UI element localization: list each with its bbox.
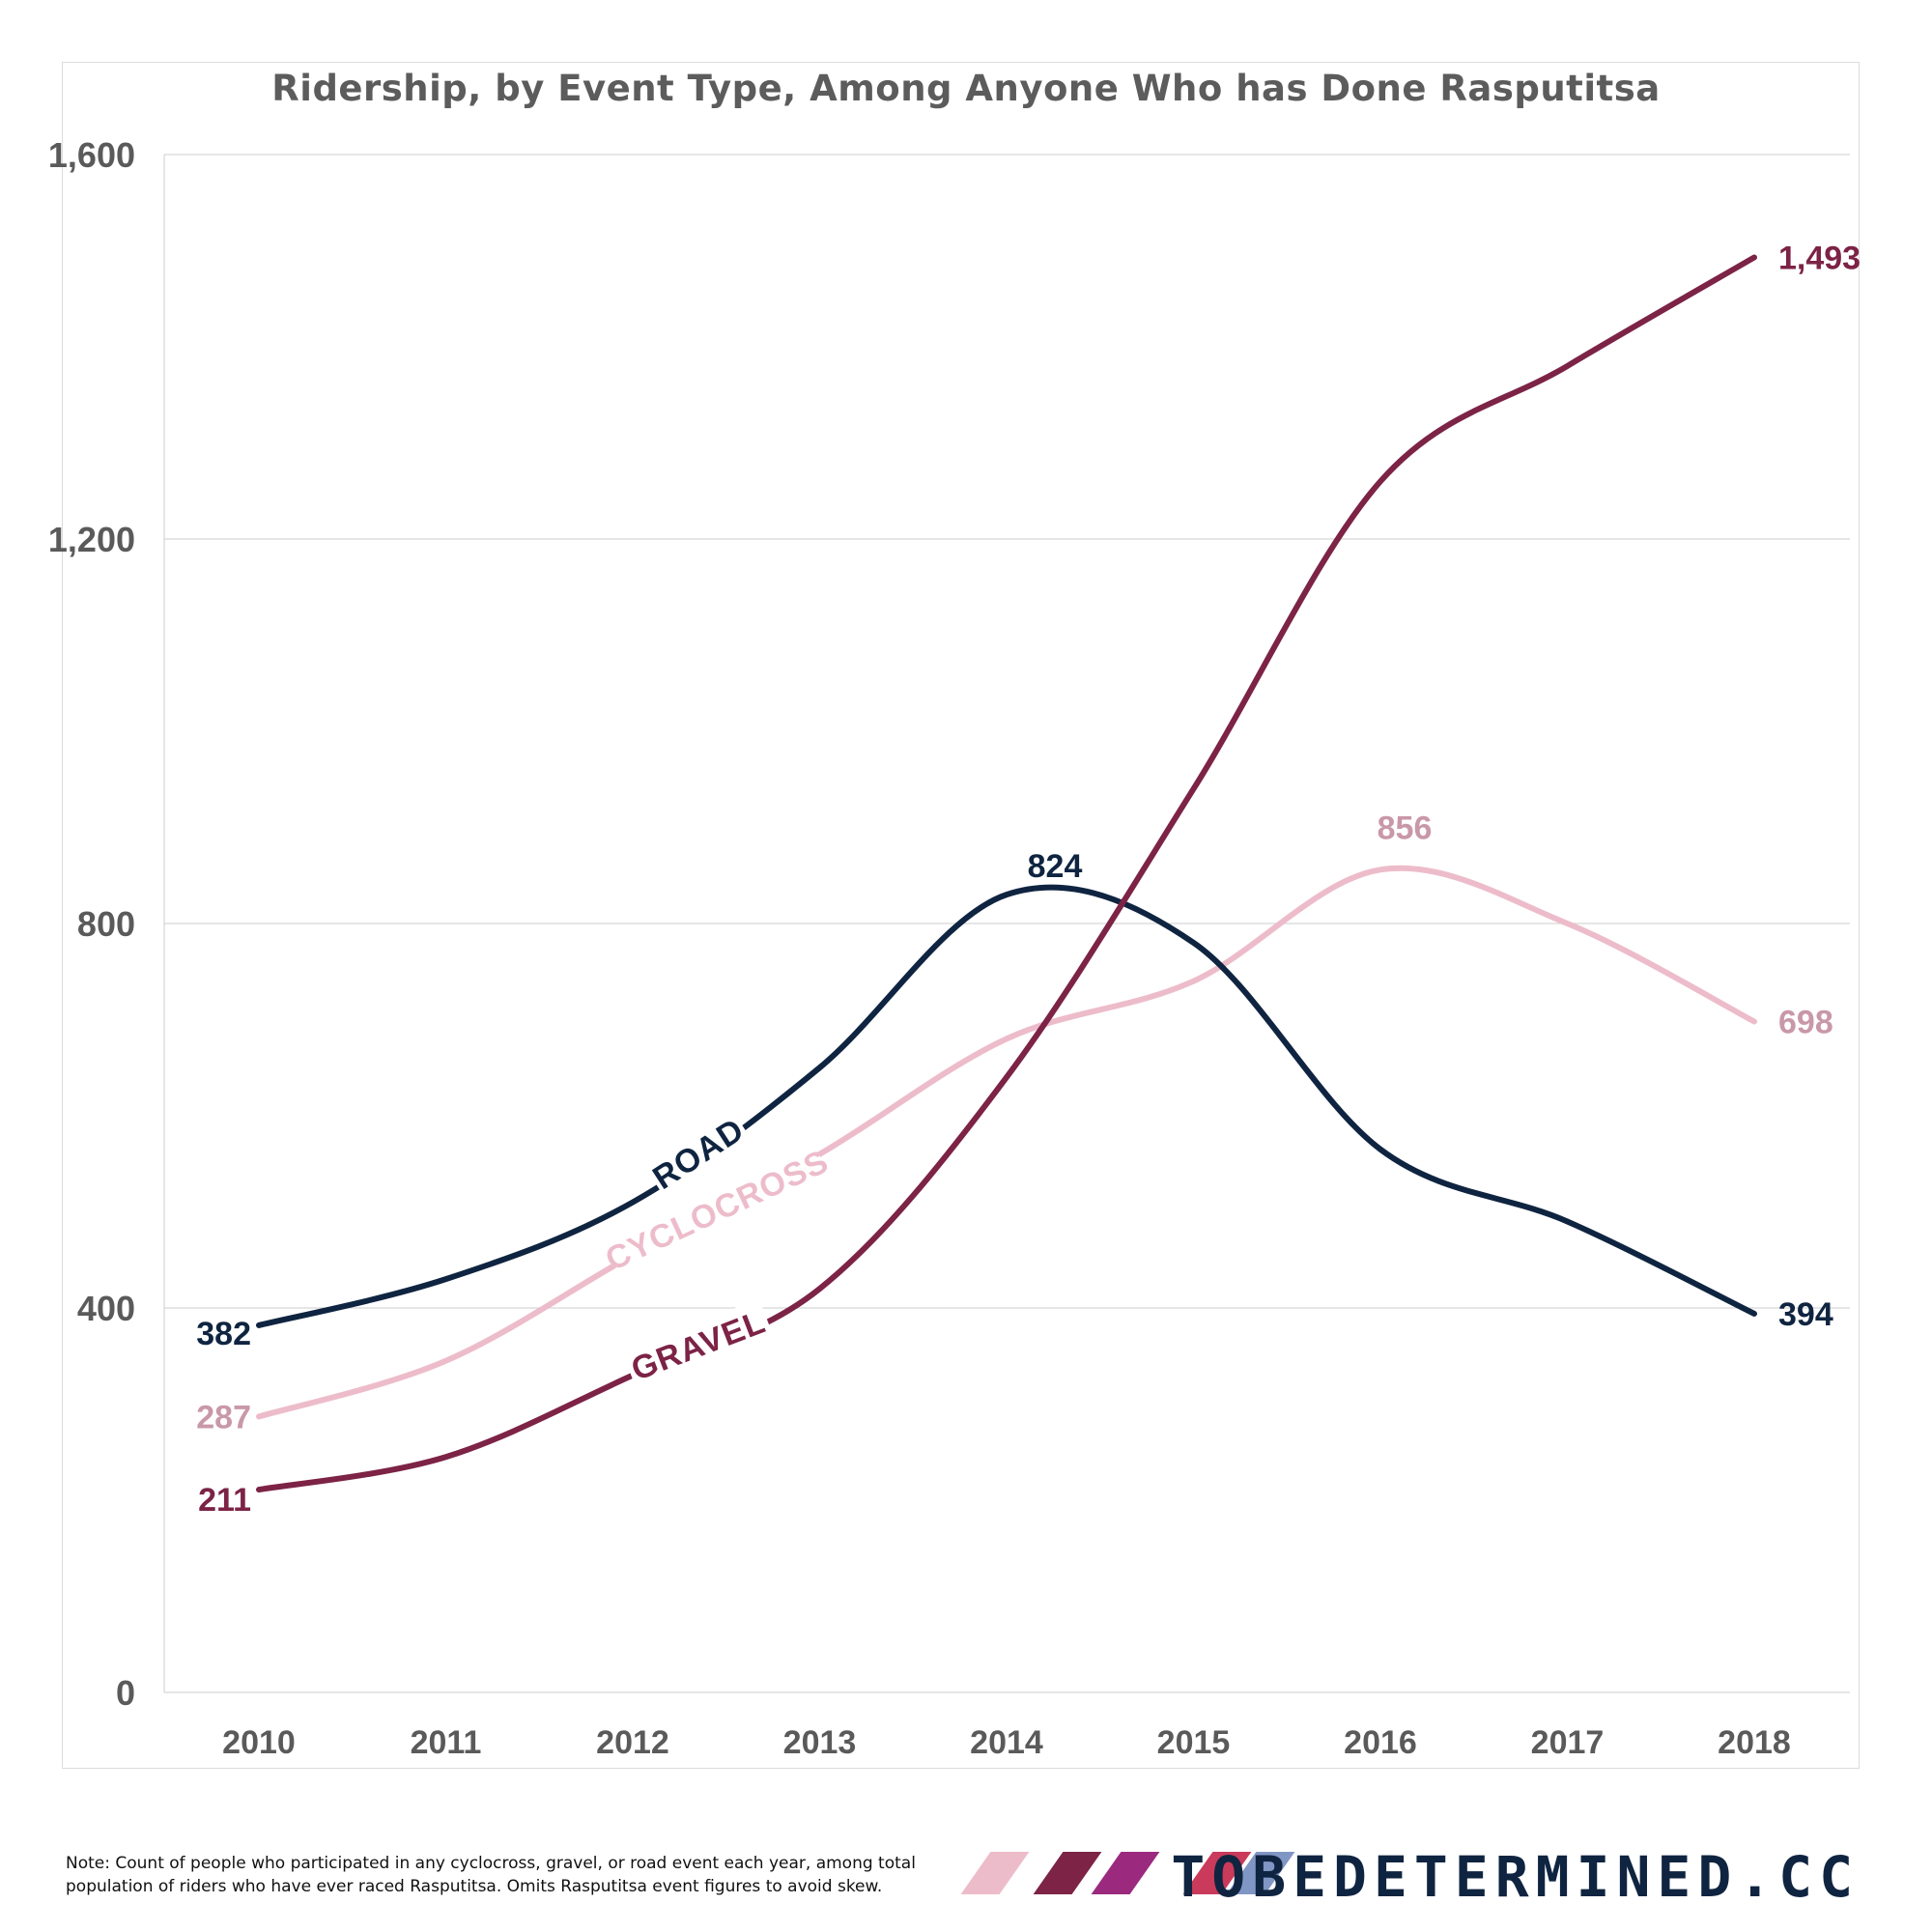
brand-name: TOBEDETERMINED.CC [1171, 1844, 1860, 1910]
brand-stripe-3 [1091, 1852, 1160, 1894]
x-tick-label: 2016 [1344, 1724, 1417, 1761]
data-label-gravel: 211 [198, 1482, 251, 1519]
footnote-line-2: population of riders who have ever raced… [66, 1877, 883, 1896]
x-tick-label: 2012 [596, 1724, 669, 1761]
series-name-text: GRAVEL [627, 1303, 771, 1387]
series-line-gravel [256, 254, 1757, 1493]
series-line-cyclocross [256, 865, 1757, 1420]
y-tick-label: 0 [116, 1673, 135, 1713]
axes: 0 400 800 1,200 1,600 2010 2011 2012 2013 2014 201… [48, 135, 1791, 1761]
series-name-gravel: GRAVEL [621, 1298, 775, 1392]
series-lines [256, 254, 1757, 1493]
footnote: Note: Count of people who participated i… [66, 1852, 935, 1898]
data-labels: CYCLOCROSS287856698ROAD382824394GRAVEL21… [196, 240, 1861, 1519]
x-tick-label: 2010 [222, 1724, 296, 1761]
brand-stripe-2 [1033, 1852, 1102, 1894]
chart-frame [62, 62, 1860, 1769]
data-label-road: 824 [1028, 848, 1083, 885]
x-tick-label: 2011 [411, 1724, 482, 1761]
data-label-cyclocross: 698 [1778, 1004, 1833, 1040]
series-name-bg [642, 1106, 753, 1200]
chart-title: Ridership, by Event Type, Among Anyone W… [271, 68, 1661, 109]
data-label-gravel: 1,493 [1778, 240, 1861, 276]
x-tick-label: 2013 [783, 1724, 857, 1761]
x-tick-label: 2014 [970, 1724, 1043, 1761]
x-tick-label: 2018 [1718, 1724, 1791, 1761]
series-name-bg [603, 1141, 832, 1278]
brand-logo: TOBEDETERMINED.CC [960, 1840, 1860, 1910]
series-name-bg [621, 1298, 775, 1392]
y-tick-label: 1,200 [48, 520, 135, 559]
data-label-cyclocross: 856 [1378, 810, 1433, 846]
x-tick-label: 2017 [1531, 1724, 1605, 1761]
grid-lines [164, 154, 1850, 1693]
x-tick-label: 2015 [1157, 1724, 1231, 1761]
footnote-line-1: Note: Count of people who participated i… [66, 1854, 916, 1873]
brand-stripe-1 [960, 1852, 1030, 1894]
y-tick-label: 1,600 [48, 135, 135, 175]
series-line-road [256, 884, 1757, 1328]
y-tick-label: 400 [77, 1289, 135, 1328]
y-tick-label: 800 [77, 904, 135, 944]
data-label-road: 382 [196, 1316, 251, 1352]
data-label-cyclocross: 287 [196, 1399, 251, 1435]
data-label-road: 394 [1778, 1296, 1833, 1333]
